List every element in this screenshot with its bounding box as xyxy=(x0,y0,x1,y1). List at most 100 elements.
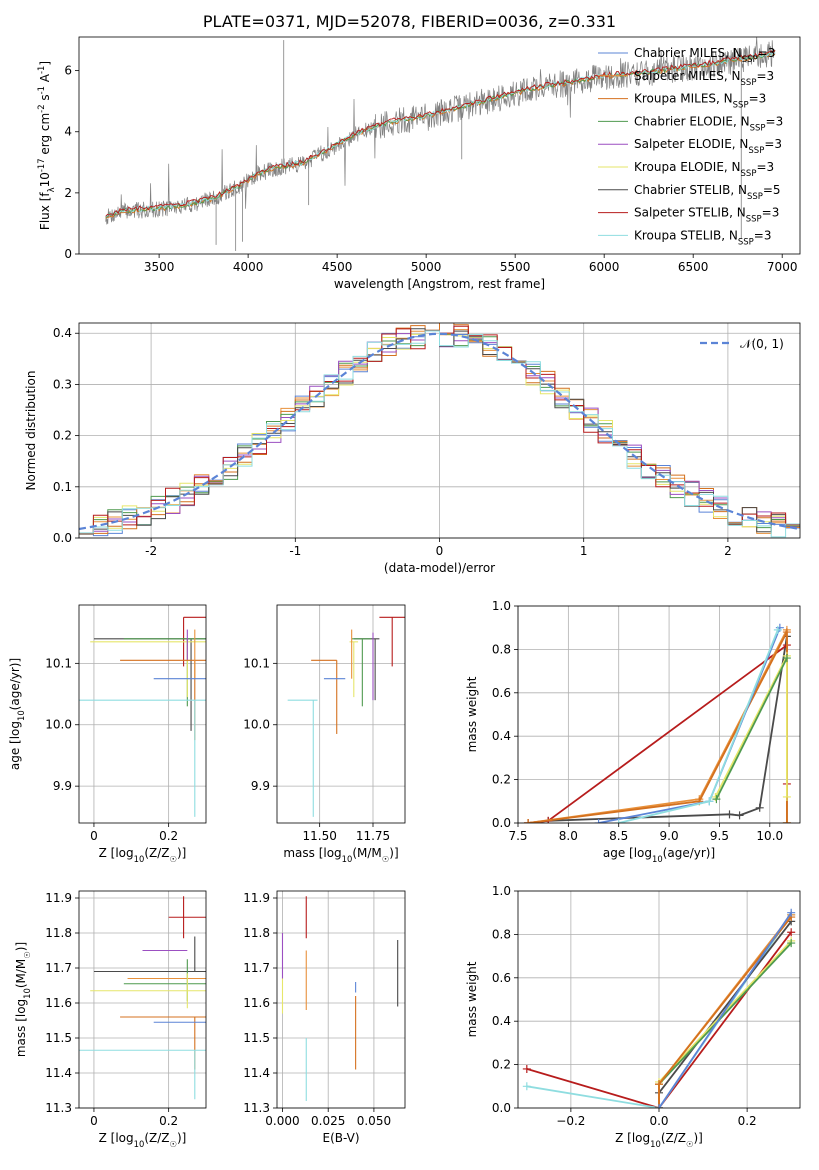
label-part: (M/M xyxy=(352,846,381,860)
x-tick-label: 9.5 xyxy=(710,829,729,843)
label-part: A xyxy=(38,73,52,86)
x-tick-label: 0.000 xyxy=(265,1114,299,1128)
legend-sub: SSP xyxy=(746,215,762,225)
legend-text: Kroupa ELODIE, N xyxy=(634,160,741,174)
plot-area xyxy=(79,616,206,817)
label-part: mass weight xyxy=(465,676,479,752)
axes-frame xyxy=(276,890,406,1109)
legend-text: Salpeter MILES, N xyxy=(634,69,741,83)
label-part: (Z/Z xyxy=(144,1131,169,1145)
x-tick-label: 9.0 xyxy=(660,829,679,843)
legend-label-kroupa_elodie: Kroupa ELODIE, NSSP=3 xyxy=(634,160,774,179)
marker-chabrier_elodie xyxy=(782,654,791,663)
plot-area xyxy=(522,908,796,1108)
legend-text: Kroupa STELIB, N xyxy=(634,228,738,242)
y-axis-label: age [log10(age/yr)] xyxy=(8,658,26,770)
label-script: 10 xyxy=(342,854,353,864)
plot-area xyxy=(287,616,405,817)
label-script: 10 xyxy=(652,854,663,864)
legend-label-chabrier_miles: Chabrier MILES, NSSP=3 xyxy=(634,46,775,65)
panel-age_vs_mass: 11.50 11.75 9.9 10.0 10.1 mass [log10(M/M☉)] xyxy=(243,604,406,864)
label-part: (M/M xyxy=(14,959,28,988)
y-tick-label: 0.0 xyxy=(53,531,72,545)
label-script: 10 xyxy=(16,710,26,721)
x-tick-label: 4500 xyxy=(322,260,353,274)
marker-kroupa_miles xyxy=(655,1080,663,1089)
legend-sub: SSP xyxy=(742,55,758,65)
marker-kroupa_stelib xyxy=(773,625,782,634)
marker-salpeter_stelib xyxy=(787,928,796,937)
x-axis-label: Z [log10(Z/Z☉)] xyxy=(99,1131,187,1149)
legend-text: Chabrier STELIB, N xyxy=(634,183,747,197)
y-tick-label: 10.0 xyxy=(45,718,72,732)
x-tick-label: 0.0 xyxy=(649,1114,668,1128)
x-tick-label: 0.025 xyxy=(311,1114,345,1128)
label-part: E(B-V) xyxy=(322,1131,359,1145)
label-script: ☉ xyxy=(169,1139,177,1149)
y-tick-label: 11.7 xyxy=(243,961,270,975)
marker-kroupa_elodie xyxy=(782,792,791,801)
label-script: ☉ xyxy=(22,951,32,959)
plot-area xyxy=(281,896,399,1101)
label-part: mass weight xyxy=(465,961,479,1037)
y-tick-label: 0.4 xyxy=(492,1014,511,1028)
axes-frame xyxy=(276,604,406,824)
legend-text: Chabrier MILES, N xyxy=(634,46,742,60)
model-fit-chabrier_elodie xyxy=(105,50,776,219)
marker-kroupa_stelib xyxy=(705,797,714,806)
marker-chabrier_miles xyxy=(594,819,603,823)
marker-chabrier_stelib xyxy=(755,803,764,812)
label-part: mass [log xyxy=(283,846,341,860)
legend-text: Kroupa MILES, N xyxy=(634,92,733,106)
label-part: Z [log xyxy=(615,1131,650,1145)
y-tick-label: 11.8 xyxy=(243,926,270,940)
label-part: 10 xyxy=(38,172,52,187)
legend-sub: SSP xyxy=(750,123,766,133)
marker-kroupa_stelib xyxy=(614,819,623,823)
label-script: ☉ xyxy=(686,1139,694,1149)
x-tick-label: 0.2 xyxy=(159,1114,178,1128)
x-tick-label: 7000 xyxy=(767,260,798,274)
legend-text: Salpeter STELIB, N xyxy=(634,206,746,220)
x-tick-label: 8.0 xyxy=(559,829,578,843)
panel-weight_vs_age: 7.5 8.0 8.5 9.0 9.5 10.0 0.0 0.2 0.4 0.6 0.8 1.0 age… xyxy=(465,599,801,864)
label-script: -2 xyxy=(36,104,46,112)
x-axis-label: Z [log10(Z/Z☉)] xyxy=(99,846,187,864)
series-chabrier_elodie xyxy=(658,942,792,1108)
legend-label-chabrier_stelib: Chabrier STELIB, NSSP=5 xyxy=(634,183,781,202)
y-tick-label: 0.6 xyxy=(492,686,511,700)
y-tick-label: 0.4 xyxy=(53,326,72,340)
plot-area xyxy=(105,37,776,251)
label-part: s xyxy=(38,94,52,104)
y-tick-label: 10.0 xyxy=(243,718,270,732)
x-tick-label: -2 xyxy=(145,544,157,558)
x-axis-label: age [log10(age/yr)] xyxy=(603,846,715,864)
label-part: (age/yr)] xyxy=(663,846,715,860)
y-tick-label: 0.2 xyxy=(53,429,72,443)
axes-frame xyxy=(78,36,801,255)
y-axis-label: mass weight xyxy=(465,961,479,1037)
y-axis-label: mass weight xyxy=(465,676,479,752)
y-axis-label: Flux [fλ10-17 erg cm-2 s-1 A-1] xyxy=(36,61,56,230)
legend-sub: SSP xyxy=(738,237,754,247)
axes-frame xyxy=(78,890,207,1109)
y-tick-label: 9.9 xyxy=(53,779,72,793)
y-tick-label: 0.3 xyxy=(53,377,72,391)
x-tick-label: -1 xyxy=(289,544,301,558)
x-tick-label: 11.75 xyxy=(356,829,390,843)
y-tick-label: 10.1 xyxy=(243,656,270,670)
y-tick-label: 0.2 xyxy=(492,1058,511,1072)
legend-text: Chabrier ELODIE, N xyxy=(634,114,750,128)
label-part: )] xyxy=(177,1131,186,1145)
y-tick-label: 0.1 xyxy=(53,480,72,494)
label-script: 10 xyxy=(134,854,145,864)
legend-suffix: =3 xyxy=(766,114,784,128)
x-axis-label: E(B-V) xyxy=(322,1131,359,1145)
label-script: 10 xyxy=(134,1139,145,1149)
label-part: wavelength [Angstrom, rest frame] xyxy=(334,277,545,291)
y-tick-label: 0.2 xyxy=(492,773,511,787)
legend-suffix: =3 xyxy=(764,137,782,151)
y-tick-label: 11.4 xyxy=(45,1066,72,1080)
label-part: erg cm xyxy=(38,113,52,159)
